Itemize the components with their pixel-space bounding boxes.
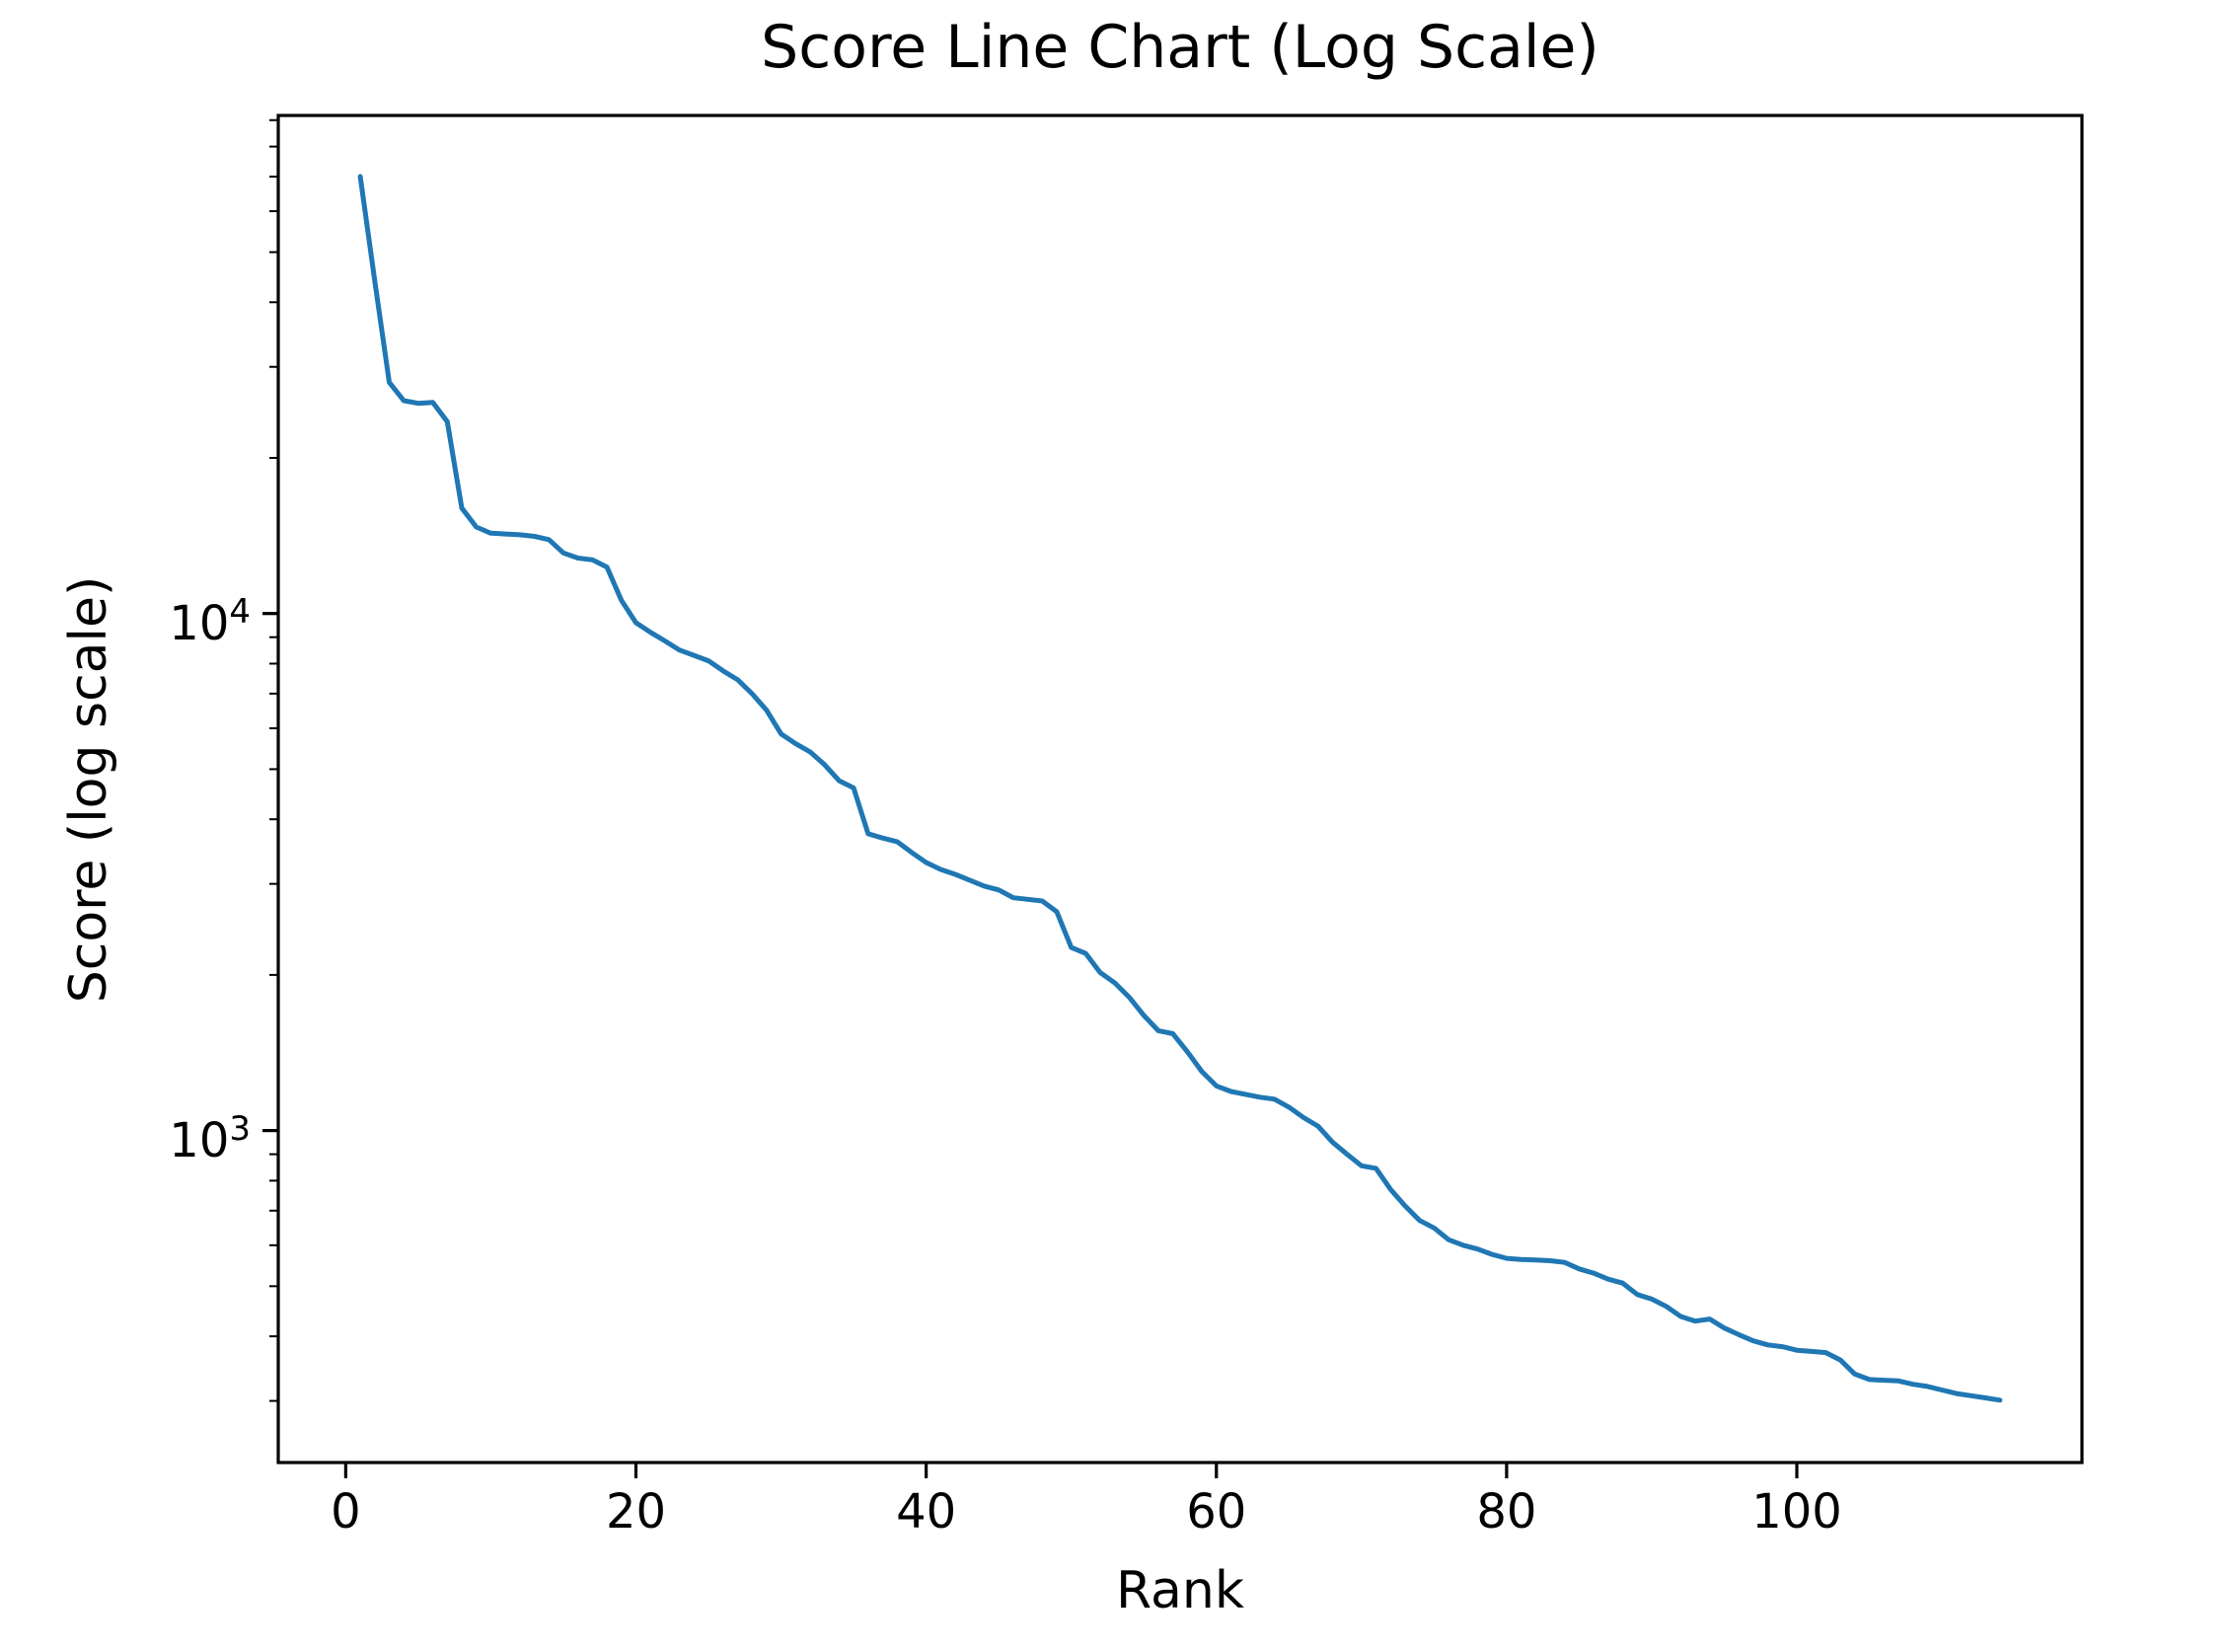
y-tick-label: 103 xyxy=(169,1108,251,1168)
x-axis-label: Rank xyxy=(1116,1561,1244,1620)
x-tick-label: 20 xyxy=(605,1484,667,1539)
score-line xyxy=(357,174,2003,1403)
chart-title: Score Line Chart (Log Scale) xyxy=(761,13,1599,82)
y-tick-label: 104 xyxy=(169,591,251,651)
x-tick-label: 60 xyxy=(1186,1484,1247,1539)
plot-border xyxy=(276,113,2084,1464)
x-tick-label: 40 xyxy=(896,1484,957,1539)
x-tick-label: 100 xyxy=(1751,1484,1842,1539)
x-tick-label: 0 xyxy=(331,1484,361,1539)
x-tick-label: 80 xyxy=(1476,1484,1537,1539)
